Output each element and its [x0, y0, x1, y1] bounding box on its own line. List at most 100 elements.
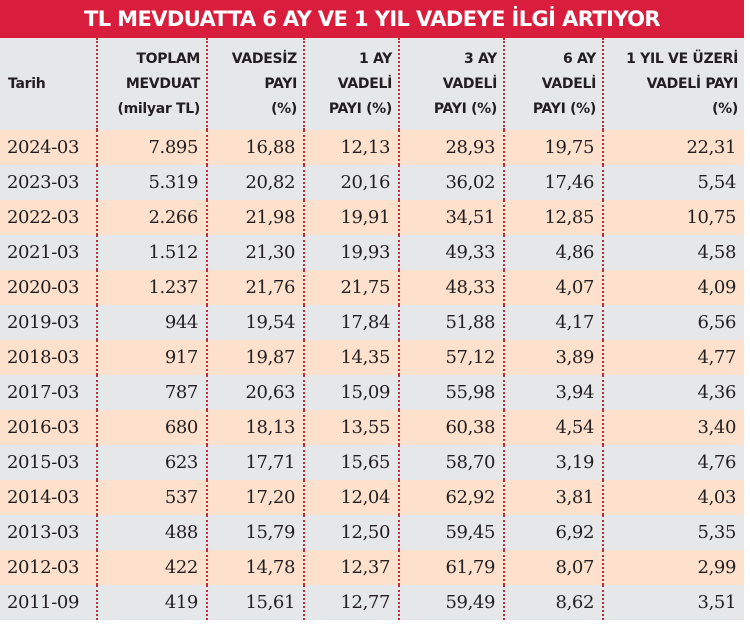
cell-date: 2017-03	[7, 382, 79, 403]
header-line: VADELİ	[442, 75, 498, 92]
cell-demand-share: 21,98	[206, 200, 304, 235]
cell-date: 2014-03	[7, 487, 79, 508]
cell-date: 2018-03	[7, 347, 79, 368]
cell-total-deposits: 419	[96, 585, 207, 620]
cell-demand-share: 19,54	[206, 305, 304, 340]
header-1-month-share: 1 AY VADELİ PAYI (%)	[303, 38, 399, 130]
cell-total-deposits: 944	[96, 305, 207, 340]
cell-3-month-share: 62,92	[398, 480, 504, 515]
cell-1-year-plus-share: 4,58	[602, 235, 744, 270]
cell-total-deposits: 680	[96, 410, 207, 445]
cell-total-deposits: 422	[96, 550, 207, 585]
cell-total-deposits: 917	[96, 340, 207, 375]
cell-date: 2013-03	[7, 522, 79, 543]
cell-date: 2012-03	[7, 557, 79, 578]
cell-demand-share: 17,71	[206, 445, 304, 480]
cell-1-year-plus-share: 3,51	[602, 585, 744, 620]
cell-3-month-share: 49,33	[398, 235, 504, 270]
cell-1-year-plus-share: 4,09	[602, 270, 744, 305]
cell-6-month-share: 17,46	[503, 165, 603, 200]
cell-1-year-plus-share: 6,56	[602, 305, 744, 340]
header-line: 6 AY	[562, 50, 596, 67]
cell-date: 2024-03	[7, 137, 79, 158]
cell-6-month-share: 3,89	[503, 340, 603, 375]
cell-3-month-share: 48,33	[398, 270, 504, 305]
cell-6-month-share: 4,86	[503, 235, 603, 270]
cell-total-deposits: 2.266	[96, 200, 207, 235]
cell-6-month-share: 3,19	[503, 445, 603, 480]
cell-demand-share: 17,20	[206, 480, 304, 515]
cell-6-month-share: 6,92	[503, 515, 603, 550]
table-title: TL MEVDUATTA 6 AY VE 1 YIL VADEYE İLGİ A…	[83, 7, 661, 31]
cell-1-year-plus-share: 4,03	[602, 480, 744, 515]
header-3-month-share: 3 AY VADELİ PAYI (%)	[398, 38, 504, 130]
header-line: (%)	[712, 100, 738, 117]
table-row: 2018-03 917 19,87 14,35 57,12 3,89 4,77	[0, 340, 744, 375]
cell-1-year-plus-share: 5,54	[602, 165, 744, 200]
cell-6-month-share: 3,94	[503, 375, 603, 410]
header-row: Tarih TOPLAM MEVDUAT (milyar TL) VADESİZ…	[0, 38, 744, 130]
cell-demand-share: 16,88	[206, 130, 304, 165]
table-row: 2012-03 422 14,78 12,37 61,79 8,07 2,99	[0, 550, 744, 585]
cell-1-month-share: 12,77	[303, 585, 399, 620]
cell-1-year-plus-share: 22,31	[602, 130, 744, 165]
table-row: 2024-03 7.895 16,88 12,13 28,93 19,75 22,31	[0, 130, 744, 165]
cell-1-month-share: 21,75	[303, 270, 399, 305]
cell-1-year-plus-share: 4,36	[602, 375, 744, 410]
table-row: 2023-03 5.319 20,82 20,16 36,02 17,46 5,54	[0, 165, 744, 200]
cell-1-year-plus-share: 3,40	[602, 410, 744, 445]
table-row: 2011-09 419 15,61 12,77 59,49 8,62 3,51	[0, 585, 744, 620]
cell-total-deposits: 1.512	[96, 235, 207, 270]
cell-demand-share: 20,63	[206, 375, 304, 410]
table-header: Tarih TOPLAM MEVDUAT (milyar TL) VADESİZ…	[0, 38, 744, 130]
header-line: PAYI (%)	[328, 100, 392, 117]
cell-3-month-share: 55,98	[398, 375, 504, 410]
cell-6-month-share: 4,54	[503, 410, 603, 445]
table-row: 2015-03 623 17,71 15,65 58,70 3,19 4,76	[0, 445, 744, 480]
cell-3-month-share: 59,45	[398, 515, 504, 550]
header-line: (%)	[271, 100, 297, 117]
cell-1-month-share: 12,37	[303, 550, 399, 585]
cell-6-month-share: 3,81	[503, 480, 603, 515]
cell-1-year-plus-share: 2,99	[602, 550, 744, 585]
cell-1-month-share: 15,65	[303, 445, 399, 480]
cell-demand-share: 14,78	[206, 550, 304, 585]
cell-3-month-share: 61,79	[398, 550, 504, 585]
header-line: MEVDUAT	[125, 75, 200, 92]
cell-3-month-share: 58,70	[398, 445, 504, 480]
cell-date: 2022-03	[7, 207, 79, 228]
header-1-year-plus-share: 1 YIL VE ÜZERİ VADELİ PAYI (%)	[602, 38, 744, 130]
cell-date: 2020-03	[7, 277, 79, 298]
cell-6-month-share: 12,85	[503, 200, 603, 235]
table-row: 2014-03 537 17,20 12,04 62,92 3,81 4,03	[0, 480, 744, 515]
cell-total-deposits: 488	[96, 515, 207, 550]
table-row: 2013-03 488 15,79 12,50 59,45 6,92 5,35	[0, 515, 744, 550]
header-line: TOPLAM	[136, 50, 200, 67]
header-line: VADELİ PAYI	[646, 75, 739, 92]
header-line: 1 YIL VE ÜZERİ	[626, 50, 738, 67]
header-line: (milyar TL)	[117, 100, 200, 117]
header-total-deposits: TOPLAM MEVDUAT (milyar TL)	[96, 38, 207, 130]
cell-1-month-share: 12,04	[303, 480, 399, 515]
cell-total-deposits: 623	[96, 445, 207, 480]
table-body: 2024-03 7.895 16,88 12,13 28,93 19,75 22,31 202…	[0, 130, 744, 620]
header-line: Tarih	[8, 75, 46, 92]
header-line: 1 AY	[358, 50, 392, 67]
cell-1-month-share: 12,13	[303, 130, 399, 165]
cell-date: 2021-03	[7, 242, 79, 263]
cell-demand-share: 19,87	[206, 340, 304, 375]
cell-6-month-share: 19,75	[503, 130, 603, 165]
deposit-table: Tarih TOPLAM MEVDUAT (milyar TL) VADESİZ…	[0, 38, 744, 620]
cell-date: 2015-03	[7, 452, 79, 473]
cell-total-deposits: 787	[96, 375, 207, 410]
cell-6-month-share: 8,62	[503, 585, 603, 620]
cell-1-year-plus-share: 10,75	[602, 200, 744, 235]
table-row: 2019-03 944 19,54 17,84 51,88 4,17 6,56	[0, 305, 744, 340]
cell-3-month-share: 51,88	[398, 305, 504, 340]
cell-6-month-share: 4,07	[503, 270, 603, 305]
header-demand-share: VADESİZ PAYI (%)	[206, 38, 304, 130]
table-row: 2016-03 680 18,13 13,55 60,38 4,54 3,40	[0, 410, 744, 445]
cell-total-deposits: 5.319	[96, 165, 207, 200]
cell-demand-share: 15,79	[206, 515, 304, 550]
cell-demand-share: 21,30	[206, 235, 304, 270]
